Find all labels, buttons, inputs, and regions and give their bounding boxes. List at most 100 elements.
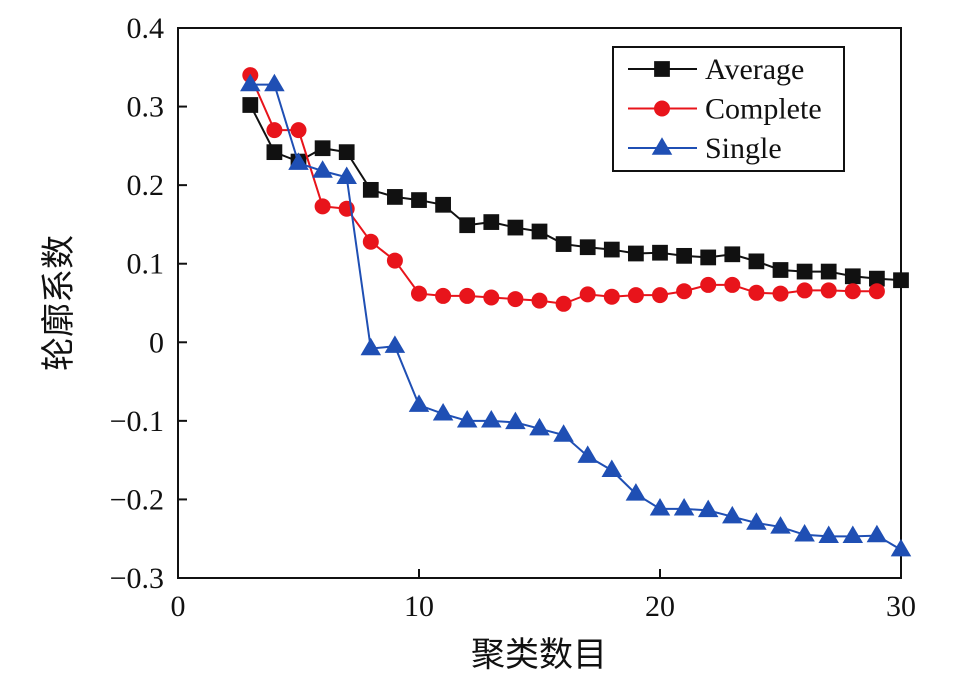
data-point-single <box>384 335 406 353</box>
y-tick-label: 0.2 <box>127 169 165 202</box>
x-tick-label: 10 <box>404 590 434 623</box>
series-complete <box>242 67 885 312</box>
data-point-average <box>796 263 813 280</box>
data-point-single <box>288 152 309 170</box>
data-point-complete <box>603 288 620 305</box>
data-point-average <box>387 189 403 205</box>
data-point-single <box>625 483 647 501</box>
plot-area <box>240 67 912 557</box>
data-point-average <box>531 223 548 240</box>
data-point-complete <box>796 282 813 299</box>
x-tick-label: 20 <box>645 590 675 623</box>
data-point-average <box>893 272 909 289</box>
data-point-average <box>579 239 596 256</box>
data-point-average <box>314 140 331 157</box>
data-point-complete <box>748 284 765 301</box>
data-point-average <box>676 247 692 264</box>
data-point-single <box>264 73 285 92</box>
data-point-single <box>722 505 743 524</box>
data-point-complete <box>579 286 596 303</box>
data-point-average <box>338 144 355 161</box>
data-point-complete <box>772 285 789 302</box>
data-point-average <box>362 181 379 198</box>
data-point-single <box>818 525 839 544</box>
x-axis-title: 聚类数目 <box>471 635 607 675</box>
data-point-average <box>628 245 644 262</box>
y-axis: −0.3 −0.2 −0.1 0 0.1 0.2 0.3 0.4 <box>110 12 187 595</box>
data-point-average <box>507 219 524 236</box>
data-point-complete <box>531 292 548 309</box>
data-point-single <box>336 166 357 184</box>
data-point-single <box>312 160 333 178</box>
data-point-complete <box>724 276 741 293</box>
data-point-average <box>820 263 837 280</box>
legend-label: Complete <box>705 93 822 126</box>
y-tick-label: 0 <box>149 326 164 359</box>
data-point-complete <box>676 283 693 300</box>
data-point-average <box>266 144 283 161</box>
data-point-complete <box>266 122 283 139</box>
x-tick-label: 30 <box>886 590 916 623</box>
data-point-average <box>724 246 741 263</box>
data-point-complete <box>459 287 476 304</box>
data-point-average <box>844 268 861 285</box>
data-point-single <box>553 424 574 442</box>
data-point-complete <box>700 276 717 293</box>
data-point-single <box>866 524 888 543</box>
data-point-average <box>483 214 500 230</box>
series-line-single <box>250 83 902 551</box>
data-point-average <box>555 236 572 252</box>
data-point-complete <box>314 198 331 215</box>
data-point-single <box>746 512 767 530</box>
data-point-average <box>459 217 476 234</box>
data-point-single <box>408 394 430 412</box>
data-point-complete <box>386 252 403 269</box>
data-point-single <box>577 445 598 463</box>
data-point-complete <box>844 283 861 300</box>
y-tick-label: −0.1 <box>110 405 164 438</box>
legend-label: Average <box>705 53 804 86</box>
data-point-average <box>652 244 668 261</box>
data-point-complete <box>411 285 427 302</box>
legend-label: Single <box>705 132 782 165</box>
data-point-single <box>456 410 478 428</box>
data-point-average <box>748 253 765 270</box>
y-tick-label: 0.4 <box>127 12 165 45</box>
data-point-single <box>890 538 912 557</box>
series-single <box>240 73 912 557</box>
legend-marker <box>654 100 670 117</box>
data-point-average <box>772 262 789 278</box>
data-point-single <box>601 459 623 478</box>
series-line-average <box>249 104 902 282</box>
data-point-single <box>505 411 526 430</box>
y-tick-label: 0.1 <box>127 248 165 281</box>
data-point-complete <box>555 295 572 312</box>
data-point-average <box>603 241 620 258</box>
data-point-single <box>432 402 454 421</box>
data-point-complete <box>435 287 452 304</box>
data-point-complete <box>362 233 379 250</box>
y-tick-label: 0.3 <box>127 91 165 124</box>
data-point-complete <box>483 289 500 306</box>
data-point-complete <box>290 122 307 139</box>
legend: Average Complete Single <box>612 46 845 172</box>
y-tick-label: −0.3 <box>110 562 164 595</box>
data-point-complete <box>507 291 524 308</box>
data-point-single <box>649 498 671 516</box>
data-point-average <box>411 192 427 208</box>
x-tick-label: 0 <box>171 590 186 623</box>
legend-marker <box>651 137 673 155</box>
data-point-single <box>697 499 719 518</box>
data-point-single <box>842 525 864 544</box>
y-axis-title: 轮廓系数 <box>39 235 79 371</box>
x-axis: 0 10 20 30 <box>171 569 916 623</box>
data-point-single <box>529 417 550 436</box>
data-point-single <box>673 498 695 516</box>
data-point-average <box>242 97 259 113</box>
data-point-average <box>435 196 451 213</box>
legend-marker <box>654 61 670 77</box>
data-point-complete <box>820 282 837 299</box>
data-point-complete <box>627 287 644 304</box>
plot-frame <box>177 27 902 579</box>
